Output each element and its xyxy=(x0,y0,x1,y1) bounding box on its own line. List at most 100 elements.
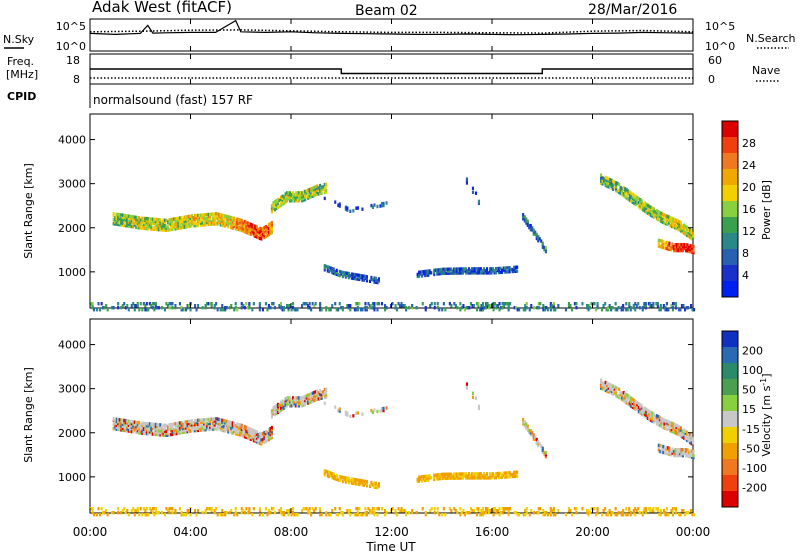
power-cell xyxy=(643,209,646,213)
power-cell xyxy=(470,271,473,275)
velocity-cell xyxy=(197,422,200,427)
power-cell xyxy=(438,308,441,312)
velocity-cell xyxy=(649,509,652,513)
velocity-cell xyxy=(344,410,347,414)
power-cell xyxy=(670,216,673,221)
power-cell xyxy=(237,221,240,226)
power-cell xyxy=(233,218,236,223)
velocity-cell xyxy=(273,408,276,413)
velocity-cell xyxy=(188,421,191,426)
power-cell xyxy=(479,271,482,275)
power-cell xyxy=(171,225,174,229)
velocity-cell xyxy=(317,397,320,401)
power-cell xyxy=(504,268,507,272)
power-cell xyxy=(171,221,174,225)
velocity-cell xyxy=(178,427,181,431)
power-cell xyxy=(340,306,343,310)
y-tick-label: 2000 xyxy=(58,222,86,235)
power-cell xyxy=(672,221,675,225)
velocity-cell xyxy=(652,507,655,511)
power-cell xyxy=(674,244,677,249)
velocity-cell xyxy=(293,404,296,408)
velocity-cell xyxy=(234,507,237,511)
power-cell xyxy=(314,185,317,189)
velocity-cell xyxy=(189,429,192,433)
power-cell xyxy=(145,217,148,221)
power-cell xyxy=(258,304,261,308)
power-cell xyxy=(355,302,358,306)
power-cell xyxy=(374,278,377,282)
velocity-cell xyxy=(624,400,627,404)
velocity-cell xyxy=(138,421,141,425)
velocity-cell xyxy=(683,449,686,454)
power-cell xyxy=(243,224,246,228)
velocity-cell xyxy=(370,480,373,485)
power-cell xyxy=(365,306,368,310)
velocity-cell xyxy=(380,507,383,511)
velocity-cell xyxy=(225,419,228,424)
power-cell xyxy=(356,206,359,210)
power-cell xyxy=(331,267,334,271)
velocity-cell xyxy=(313,392,316,397)
velocity-cell xyxy=(91,507,94,511)
power-cell xyxy=(302,194,305,198)
velocity-cell xyxy=(144,431,147,436)
velocity-cell xyxy=(197,426,200,431)
power-cell xyxy=(162,224,165,228)
velocity-cell xyxy=(123,418,126,423)
power-cell xyxy=(421,274,424,278)
velocity-cell xyxy=(207,417,210,422)
power-cell xyxy=(644,306,647,310)
velocity-cell xyxy=(136,428,139,433)
power-cell xyxy=(246,231,249,235)
power-cell xyxy=(234,306,237,310)
power-cell xyxy=(194,221,197,226)
power-cell xyxy=(219,223,222,227)
power-cell xyxy=(248,224,251,228)
velocity-cell xyxy=(624,396,627,400)
velocity-cell xyxy=(567,507,570,511)
power-cell xyxy=(634,302,637,306)
velocity-cell xyxy=(186,429,189,434)
velocity-cell xyxy=(319,388,322,393)
velocity-cell xyxy=(293,402,296,406)
velocity-cell xyxy=(473,476,476,480)
power-cell xyxy=(508,268,511,272)
velocity-cell xyxy=(177,423,180,427)
power-cell xyxy=(483,306,486,310)
power-cell xyxy=(380,302,383,306)
velocity-cell xyxy=(686,454,689,458)
velocity-cell xyxy=(171,507,174,511)
power-cell xyxy=(662,239,665,244)
velocity-cell xyxy=(346,411,349,415)
power-cell xyxy=(607,306,610,310)
velocity-cell xyxy=(368,484,371,488)
power-cell xyxy=(682,225,685,229)
power-cell xyxy=(654,214,657,218)
power-cell xyxy=(655,302,658,306)
power-cell xyxy=(227,217,230,221)
cpid-row: CPID normalsound (fast) 157 RF xyxy=(7,84,253,108)
velocity-cell xyxy=(442,474,445,478)
velocity-cell xyxy=(96,513,99,517)
velocity-cell xyxy=(304,398,307,403)
velocity-cell xyxy=(633,402,636,407)
velocity-cell xyxy=(482,511,485,515)
velocity-cell xyxy=(252,431,255,435)
power-cell xyxy=(194,214,197,218)
velocity-cell xyxy=(124,425,127,429)
power-cell xyxy=(424,273,427,278)
velocity-cell xyxy=(465,511,468,515)
power-cell xyxy=(481,271,484,275)
velocity-cell xyxy=(652,416,655,420)
power-cell xyxy=(460,267,463,271)
power-cell xyxy=(261,308,264,312)
power-cell xyxy=(664,222,667,226)
power-cell xyxy=(154,306,157,310)
power-cell xyxy=(637,302,640,306)
velocity-cell xyxy=(405,513,408,517)
velocity-cell xyxy=(670,425,673,430)
power-cell xyxy=(251,229,254,233)
velocity-cell xyxy=(157,425,160,429)
velocity-cell xyxy=(148,422,151,426)
